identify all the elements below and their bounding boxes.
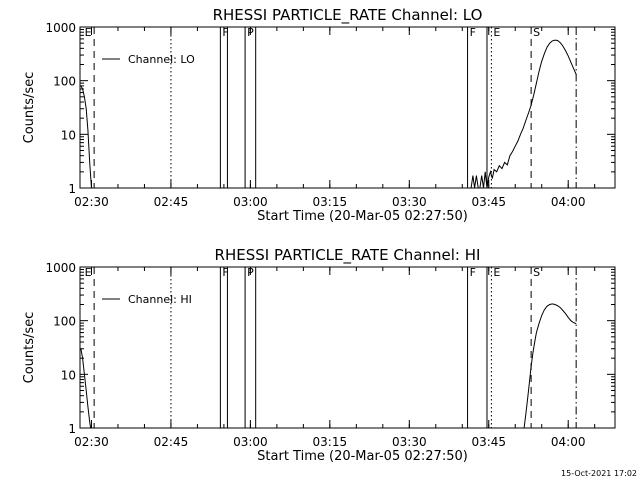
- data-series-line: [80, 85, 92, 189]
- event-marker-label: P: [247, 266, 254, 279]
- event-marker-label: S: [533, 266, 540, 279]
- data-series-line: [523, 303, 577, 429]
- y-tick-label: 1: [68, 182, 76, 196]
- legend-label: Channel: HI: [128, 293, 192, 306]
- x-tick-label: 03:15: [313, 435, 348, 449]
- event-marker-label: F: [222, 26, 228, 39]
- x-tick-label: 02:45: [154, 435, 189, 449]
- data-series-line: [80, 348, 92, 429]
- x-tick-label: 02:30: [74, 195, 109, 209]
- event-marker-label: F: [470, 26, 476, 39]
- y-tick-label: 1000: [45, 261, 76, 275]
- event-marker-label: P: [247, 26, 254, 39]
- plot-frame: [79, 26, 616, 189]
- y-tick-label: 1000: [45, 21, 76, 35]
- x-tick-label: 03:45: [471, 195, 506, 209]
- x-tick-label: 03:00: [233, 195, 268, 209]
- y-tick-label: 100: [53, 75, 76, 89]
- x-tick-label: 04:00: [551, 435, 586, 449]
- event-marker-label: F: [470, 266, 476, 279]
- x-tick-label: 03:45: [471, 435, 506, 449]
- x-tick-label: 03:30: [392, 435, 427, 449]
- event-marker-label: E: [493, 266, 500, 279]
- x-axis-label: Start Time (20-Mar-05 02:27:50): [257, 209, 468, 224]
- event-marker-label: E: [85, 26, 92, 39]
- plot-frame: [79, 266, 616, 429]
- x-tick-label: 02:45: [154, 195, 189, 209]
- legend-label: Channel: LO: [128, 53, 195, 66]
- y-axis-label: Counts/sec: [22, 72, 37, 144]
- footer-timestamp: 15-Oct-2021 17:02: [561, 469, 637, 478]
- event-marker-label: E: [85, 266, 92, 279]
- y-tick-label: 100: [53, 315, 76, 329]
- data-series-line: [470, 39, 577, 189]
- y-tick-label: 1: [68, 422, 76, 436]
- chart-panel-hi: RHESSI PARTICLE_RATE Channel: HI 02:30 02:…: [22, 246, 616, 464]
- x-tick-label: 03:15: [313, 195, 348, 209]
- x-tick-label: 03:30: [392, 195, 427, 209]
- y-axis-label: Counts/sec: [22, 312, 37, 384]
- chart-title: RHESSI PARTICLE_RATE Channel: HI: [215, 246, 481, 265]
- chart-title: RHESSI PARTICLE_RATE Channel: LO: [213, 6, 483, 25]
- event-marker-label: E: [493, 26, 500, 39]
- y-tick-label: 10: [61, 128, 76, 142]
- chart-panel-lo: RHESSI PARTICLE_RATE Channel: LO 02:30 02:…: [22, 6, 616, 224]
- y-tick-label: 10: [61, 368, 76, 382]
- x-tick-label: 03:00: [233, 435, 268, 449]
- event-marker-label: S: [533, 26, 540, 39]
- event-marker-label: F: [222, 266, 228, 279]
- x-tick-label: 02:30: [74, 435, 109, 449]
- x-axis-label: Start Time (20-Mar-05 02:27:50): [257, 449, 468, 464]
- x-tick-label: 04:00: [551, 195, 586, 209]
